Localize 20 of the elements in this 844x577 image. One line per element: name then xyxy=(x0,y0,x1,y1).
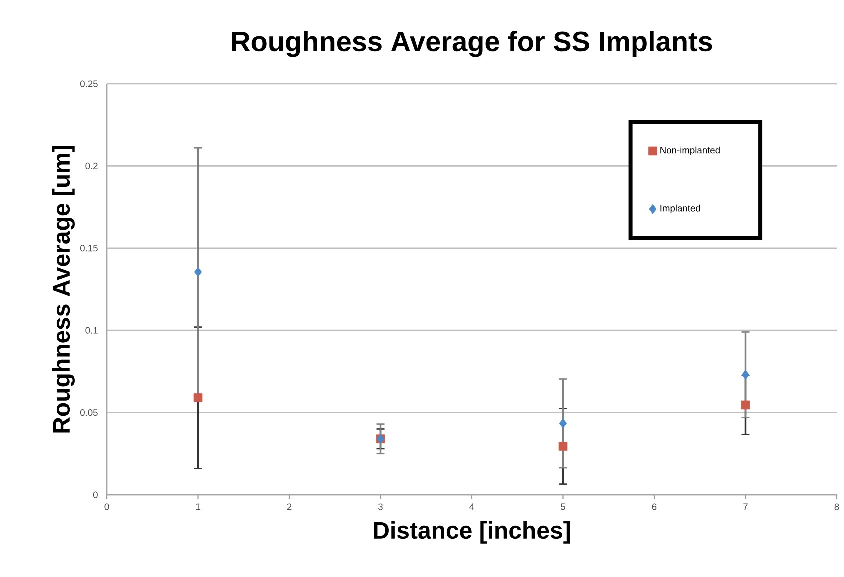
y-tick-label: 0.05 xyxy=(80,409,98,416)
y-axis-title: Roughness Average [um] xyxy=(52,146,75,433)
x-tick-label: 1 xyxy=(196,504,200,510)
y-tick-label: 0.15 xyxy=(80,245,98,252)
x-tick-label: 0 xyxy=(104,504,110,510)
chart-title: Roughness Average for SS Implants xyxy=(232,31,712,58)
x-tick-label: 2 xyxy=(287,504,292,510)
y-tick-label: 0.1 xyxy=(86,327,98,334)
x-tick-label: 6 xyxy=(652,504,657,510)
y-tick-label: 0.2 xyxy=(86,162,98,170)
y-tick-label: 0 xyxy=(93,492,98,498)
y-tick-label: 0.25 xyxy=(80,80,98,88)
x-tick-label: 4 xyxy=(470,504,474,510)
x-tick-label: 8 xyxy=(834,504,840,510)
x-tick-label: 3 xyxy=(378,504,383,510)
legend-label: Non-implanted xyxy=(660,146,720,156)
legend-label: Implanted xyxy=(660,204,700,214)
x-axis-title: Distance [inches] xyxy=(374,521,570,544)
x-tick-label: 7 xyxy=(744,504,748,510)
x-tick-label: 5 xyxy=(561,504,566,510)
